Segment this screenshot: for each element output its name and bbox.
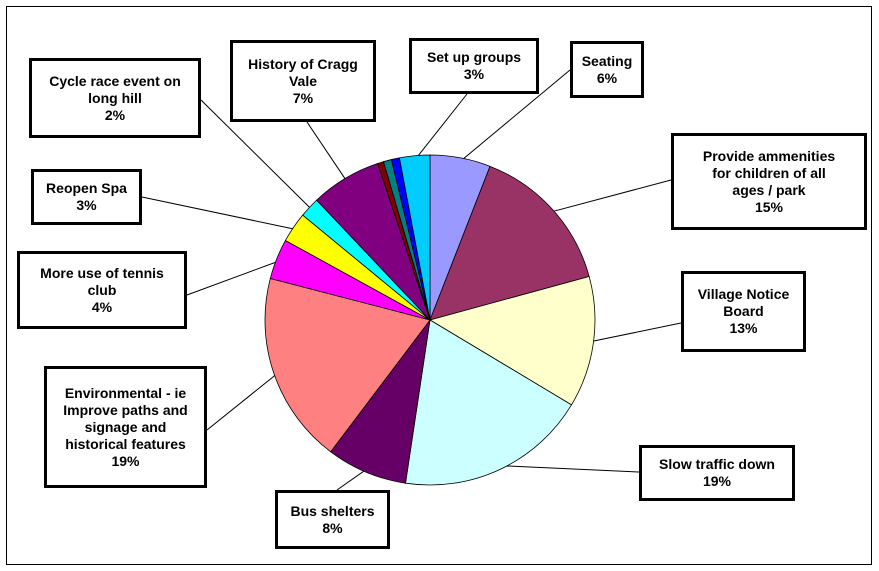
slice-label-text: ages / park bbox=[732, 181, 806, 198]
pie-slice bbox=[264, 277, 431, 453]
pie-slice bbox=[429, 165, 590, 321]
leader-line bbox=[336, 468, 368, 491]
slice-label: Slow traffic down 19% bbox=[639, 445, 795, 501]
slice-percent: 13% bbox=[729, 320, 758, 336]
slice-label: History of Cragg Vale 7% bbox=[230, 40, 376, 122]
pie-slice bbox=[398, 154, 431, 321]
slice-percent: 2% bbox=[104, 106, 126, 123]
slice-label: Environmental - ie Improve paths and signa… bbox=[44, 366, 207, 488]
slice-label: Seating 6% bbox=[570, 41, 644, 98]
slice-label-text: History of Cragg bbox=[248, 55, 358, 72]
slice-label: More use of tennis club 4% bbox=[17, 251, 187, 329]
slice-label-text: long hill bbox=[88, 89, 142, 106]
slice-label: Bus shelters 8% bbox=[275, 490, 390, 549]
slice-label-text: Improve paths and bbox=[63, 401, 188, 418]
slice-label-text: Set up groups bbox=[426, 49, 522, 65]
slice-label-text: Slow traffic down bbox=[659, 456, 775, 472]
slice-percent: 19% bbox=[702, 473, 732, 489]
slice-label-text: Provide ammenities bbox=[702, 147, 836, 164]
leader-line bbox=[141, 196, 297, 231]
leader-line bbox=[200, 99, 313, 211]
slice-label-text: historical features bbox=[65, 435, 186, 452]
slice-label: Set up groups 3% bbox=[409, 38, 539, 94]
leader-line bbox=[414, 93, 468, 161]
slice-label-text: Reopen Spa bbox=[46, 180, 127, 196]
slice-label-text: Vale bbox=[288, 72, 318, 89]
slice-label-text: Board bbox=[723, 303, 764, 319]
slice-percent: 6% bbox=[596, 69, 618, 86]
slice-percent: 3% bbox=[76, 197, 97, 213]
slice-label-text: Environmental - ie bbox=[64, 384, 187, 401]
leader-line bbox=[589, 322, 682, 343]
pie-slice bbox=[428, 275, 596, 406]
slice-percent: 4% bbox=[91, 298, 113, 315]
slice-label-text: club bbox=[87, 281, 117, 298]
slice-label-text: Village Notice bbox=[697, 286, 790, 302]
slice-label-text: Cycle race event on bbox=[49, 72, 181, 89]
slice-percent: 19% bbox=[111, 452, 140, 469]
slice-label-text: More use of tennis bbox=[40, 264, 164, 281]
slice-label: Provide ammenities for children of all age… bbox=[671, 133, 867, 230]
slice-label: Reopen Spa 3% bbox=[31, 169, 142, 225]
slice-label-text: signage and bbox=[84, 418, 167, 435]
leader-line bbox=[206, 372, 279, 431]
slice-percent: 15% bbox=[754, 198, 784, 215]
slice-percent: 8% bbox=[322, 519, 343, 536]
pie-slice bbox=[405, 319, 573, 486]
slice-label: Cycle race event on long hill 2% bbox=[29, 58, 201, 138]
slice-label-text: Bus shelters bbox=[290, 502, 375, 519]
leader-line bbox=[459, 69, 571, 163]
slice-label-text: for children of all bbox=[712, 164, 826, 181]
leader-line bbox=[306, 121, 348, 183]
leader-line bbox=[186, 260, 281, 296]
slice-percent: 7% bbox=[292, 89, 314, 106]
leader-line bbox=[549, 179, 672, 213]
slice-label-text: Seating bbox=[581, 52, 633, 69]
leader-lines bbox=[141, 69, 682, 491]
leader-line bbox=[498, 465, 640, 473]
slice-percent: 3% bbox=[463, 66, 485, 82]
pie-slices bbox=[264, 154, 596, 486]
slice-label: Village Notice Board 13% bbox=[681, 271, 806, 352]
